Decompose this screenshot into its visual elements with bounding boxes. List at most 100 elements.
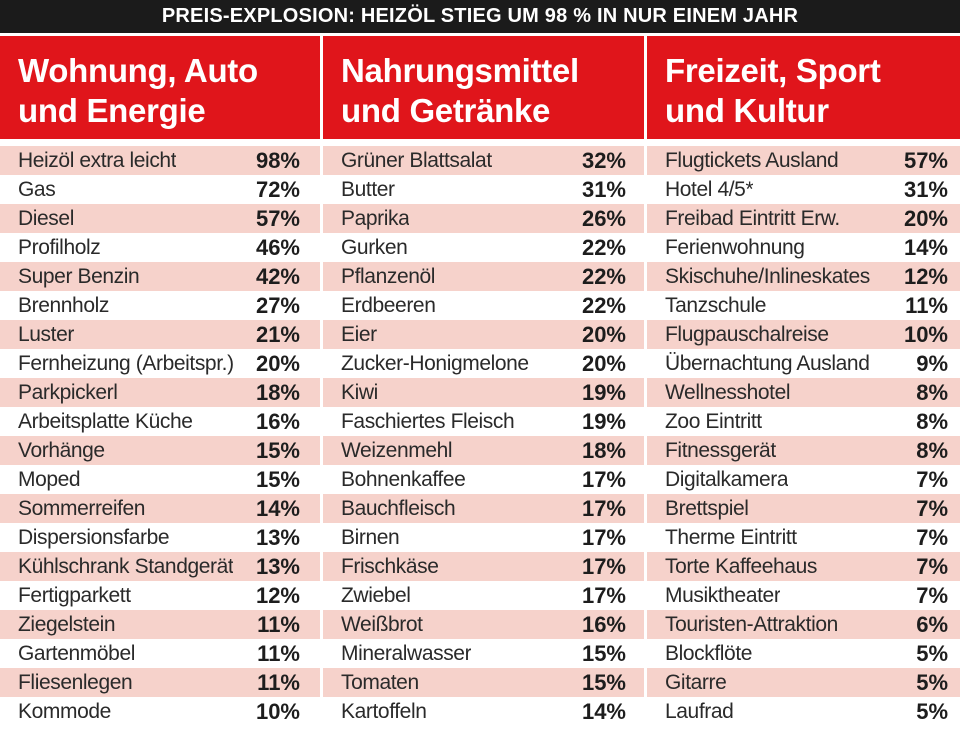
table-row: Zoo Eintritt 8% [647, 407, 960, 436]
item-percentage: 16% [581, 611, 626, 637]
item-percentage: 26% [581, 205, 626, 231]
item-percentage: 20% [581, 350, 626, 376]
table-row: Laufrad 5% [647, 697, 960, 726]
item-percentage: 14% [903, 234, 948, 260]
item-label: Pflanzenöl [341, 264, 436, 288]
table-row: Kommode 10% [0, 697, 320, 726]
table-row: Zwiebel 17% [323, 581, 644, 610]
table-row: Parkpickerl 18% [0, 378, 320, 407]
table-row: Kiwi 19% [323, 378, 644, 407]
item-label: Tanzschule [665, 293, 767, 317]
item-percentage: 22% [581, 263, 626, 289]
item-percentage: 20% [581, 321, 626, 347]
table-row: Frischkäse 17% [323, 552, 644, 581]
item-percentage: 27% [255, 292, 300, 318]
item-percentage: 72% [255, 176, 300, 202]
table-row: Skischuhe/Inlineskates 12% [647, 262, 960, 291]
item-percentage: 14% [581, 698, 626, 724]
table-row: Moped 15% [0, 465, 320, 494]
item-percentage: 13% [255, 524, 300, 550]
table-row: Weizenmehl 18% [323, 436, 644, 465]
table-row: Weißbrot 16% [323, 610, 644, 639]
item-percentage: 12% [255, 582, 300, 608]
table-row: Gartenmöbel 11% [0, 639, 320, 668]
table-row: Fernheizung (Arbeitspr.) 20% [0, 349, 320, 378]
table-row: Torte Kaffeehaus 7% [647, 552, 960, 581]
table-row: Musiktheater 7% [647, 581, 960, 610]
item-percentage: 7% [916, 582, 948, 608]
column-heading: Freizeit, Sport und Kultur [647, 36, 960, 139]
item-label: Butter [341, 177, 395, 201]
item-percentage: 32% [581, 147, 626, 173]
item-list: Heizöl extra leicht 98% Gas 72% Diesel 57% Pro… [0, 146, 320, 726]
table-row: Butter 31% [323, 175, 644, 204]
item-percentage: 31% [903, 176, 948, 202]
item-label: Diesel [18, 206, 74, 230]
table-row: Fertigparkett 12% [0, 581, 320, 610]
item-percentage: 57% [903, 147, 948, 173]
item-label: Birnen [341, 525, 400, 549]
item-label: Profilholz [18, 235, 101, 259]
item-label: Fernheizung (Arbeitspr.) [18, 351, 234, 375]
item-label: Gurken [341, 235, 408, 259]
item-percentage: 18% [255, 379, 300, 405]
table-row: Tanzschule 11% [647, 291, 960, 320]
item-label: Frischkäse [341, 554, 439, 578]
table-row: Gitarre 5% [647, 668, 960, 697]
item-percentage: 11% [257, 611, 300, 637]
item-percentage: 8% [916, 379, 948, 405]
table-row: Blockflöte 5% [647, 639, 960, 668]
item-label: Gas [18, 177, 56, 201]
item-label: Ziegelstein [18, 612, 116, 636]
table-row: Tomaten 15% [323, 668, 644, 697]
item-label: Sommerreifen [18, 496, 146, 520]
column-heading: Nahrungsmittel und Getränke [323, 36, 644, 139]
item-percentage: 7% [916, 553, 948, 579]
table-row: Brennholz 27% [0, 291, 320, 320]
item-label: Touristen-Attraktion [665, 612, 838, 636]
item-percentage: 7% [916, 495, 948, 521]
item-label: Wellnesshotel [665, 380, 791, 404]
item-percentage: 46% [255, 234, 300, 260]
item-label: Faschiertes Fleisch [341, 409, 515, 433]
item-label: Erdbeeren [341, 293, 436, 317]
item-percentage: 20% [903, 205, 948, 231]
page-title: PREIS-EXPLOSION: HEIZÖL STIEG UM 98 % IN… [0, 0, 960, 36]
column-heading: Wohnung, Auto und Energie [0, 36, 320, 139]
item-label: Hotel 4/5* [665, 177, 754, 201]
item-percentage: 17% [581, 466, 626, 492]
item-label: Fitnessgerät [665, 438, 776, 462]
item-percentage: 31% [581, 176, 626, 202]
item-percentage: 14% [255, 495, 300, 521]
table-row: Vorhänge 15% [0, 436, 320, 465]
item-percentage: 17% [581, 524, 626, 550]
item-label: Fertigparkett [18, 583, 131, 607]
table-row: Bauchfleisch 17% [323, 494, 644, 523]
item-percentage: 5% [916, 640, 948, 666]
item-percentage: 17% [581, 495, 626, 521]
item-percentage: 8% [916, 437, 948, 463]
table-row: Hotel 4/5* 31% [647, 175, 960, 204]
item-label: Tomaten [341, 670, 419, 694]
column-heading-line2: und Getränke [341, 92, 551, 129]
table-row: Mineralwasser 15% [323, 639, 644, 668]
table-row: Heizöl extra leicht 98% [0, 146, 320, 175]
item-label: Freibad Eintritt Erw. [665, 206, 840, 230]
item-percentage: 8% [916, 408, 948, 434]
table-row: Profilholz 46% [0, 233, 320, 262]
item-percentage: 42% [255, 263, 300, 289]
item-label: Torte Kaffeehaus [665, 554, 817, 578]
item-label: Bauchfleisch [341, 496, 456, 520]
table-row: Freibad Eintritt Erw. 20% [647, 204, 960, 233]
item-percentage: 15% [581, 640, 626, 666]
table-row: Eier 20% [323, 320, 644, 349]
table-row: Fliesenlegen 11% [0, 668, 320, 697]
item-label: Skischuhe/Inlineskates [665, 264, 870, 288]
item-label: Weizenmehl [341, 438, 453, 462]
item-percentage: 15% [255, 466, 300, 492]
item-label: Mineralwasser [341, 641, 472, 665]
item-label: Grüner Blattsalat [341, 148, 492, 172]
item-label: Eier [341, 322, 377, 346]
table-row: Ziegelstein 11% [0, 610, 320, 639]
item-label: Heizöl extra leicht [18, 148, 177, 172]
